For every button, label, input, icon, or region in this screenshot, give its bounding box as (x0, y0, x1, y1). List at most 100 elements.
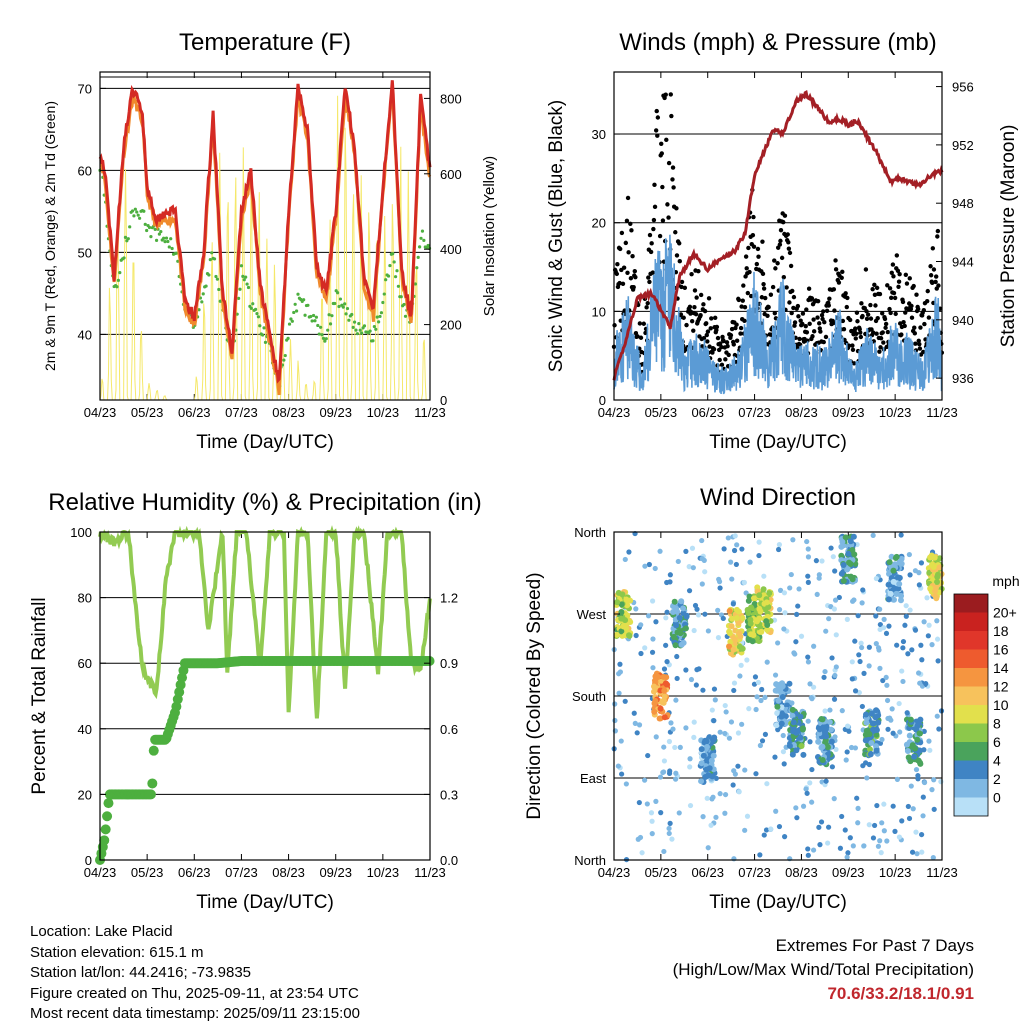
direction-point (782, 610, 788, 616)
colorbar-label: 20+ (993, 605, 1017, 621)
direction-point (650, 636, 656, 642)
direction-point (725, 535, 731, 541)
gust-point (791, 294, 797, 300)
direction-point (619, 591, 626, 598)
direction-point (890, 578, 897, 585)
gust-point (617, 246, 623, 252)
gust-point (935, 228, 941, 234)
direction-point (934, 578, 941, 585)
wind-series (613, 234, 943, 395)
dewpoint-point (149, 235, 153, 239)
dewpoint-point (420, 229, 425, 233)
dewpoint-point (164, 236, 169, 240)
dewpoint-point (147, 225, 152, 230)
gust-point (864, 308, 869, 314)
direction-point (894, 776, 900, 782)
dewpoint-point (263, 340, 268, 344)
direction-point (894, 642, 900, 648)
y2-tick-label: 936 (952, 371, 974, 386)
gust-point (674, 206, 679, 211)
direction-point (700, 814, 706, 820)
gust-point (659, 141, 664, 146)
colorbar-label: 16 (993, 642, 1009, 658)
direction-point (741, 579, 747, 586)
direction-point (652, 565, 658, 572)
direction-point (854, 795, 860, 801)
direction-point (932, 593, 939, 600)
gust-point (926, 315, 932, 320)
direction-point (639, 850, 645, 856)
direction-point (825, 840, 831, 846)
direction-point (819, 743, 826, 750)
gust-point (614, 271, 620, 277)
colorbar-swatch (954, 723, 988, 742)
gust-point (702, 308, 708, 314)
x-tick-label: 10/23 (879, 865, 912, 880)
gust-point (831, 320, 836, 326)
direction-point (809, 696, 815, 702)
direction-point (885, 726, 891, 732)
gust-point (858, 334, 864, 340)
direction-point (855, 613, 861, 619)
y-tick-label: 60 (78, 163, 92, 178)
direction-point (915, 670, 922, 676)
dewpoint-point (324, 337, 328, 341)
direction-point (799, 725, 806, 732)
direction-point (862, 737, 869, 744)
gust-point (878, 345, 883, 350)
direction-point (622, 556, 628, 563)
direction-point (904, 748, 911, 755)
direction-point (723, 709, 729, 715)
direction-point (699, 537, 705, 544)
x-tick-label: 05/23 (645, 405, 678, 420)
direction-point (747, 631, 754, 638)
gust-point (904, 281, 910, 286)
direction-point (726, 608, 733, 615)
gust-point (841, 326, 847, 332)
direction-point (622, 617, 629, 624)
x-tick-label: 08/23 (785, 865, 818, 880)
gust-point (911, 283, 916, 289)
gust-point (874, 331, 879, 336)
direction-point (627, 619, 634, 626)
dewpoint-point (210, 251, 214, 255)
gust-point (766, 305, 771, 310)
direction-point (805, 654, 811, 660)
gust-point (647, 279, 652, 285)
gust-point (628, 221, 633, 226)
dewpoint-point (402, 302, 406, 307)
direction-point (919, 849, 925, 855)
x-tick-label: 08/23 (272, 865, 305, 880)
direction-point (661, 769, 667, 775)
dewpoint-point (256, 315, 260, 319)
direction-point (644, 801, 650, 807)
gust-point (666, 160, 672, 166)
gust-point (638, 335, 644, 340)
direction-point (826, 616, 832, 622)
direction-point (692, 602, 699, 609)
direction-point (798, 633, 805, 639)
direction-point (912, 745, 919, 752)
direction-point (879, 820, 885, 826)
gust-point (726, 352, 731, 358)
direction-point (738, 662, 744, 668)
direction-point (757, 852, 763, 858)
gust-point (772, 310, 778, 316)
direction-point (645, 613, 652, 619)
y-tick-label: 80 (78, 591, 92, 606)
dewpoint-point (392, 260, 396, 264)
direction-point (805, 554, 812, 560)
direction-point (623, 596, 630, 603)
direction-point (870, 720, 877, 727)
dewpoint-point (162, 236, 166, 240)
direction-point (658, 810, 664, 816)
gust-point (645, 300, 650, 306)
station-location: Location: Lake Placid (30, 923, 173, 940)
gust-point (643, 330, 648, 336)
direction-point (840, 577, 847, 584)
direction-point (890, 730, 896, 736)
direction-point (775, 640, 781, 646)
gust-point (631, 284, 636, 290)
dewpoint-point (217, 287, 221, 292)
dewpoint-point (282, 358, 286, 362)
